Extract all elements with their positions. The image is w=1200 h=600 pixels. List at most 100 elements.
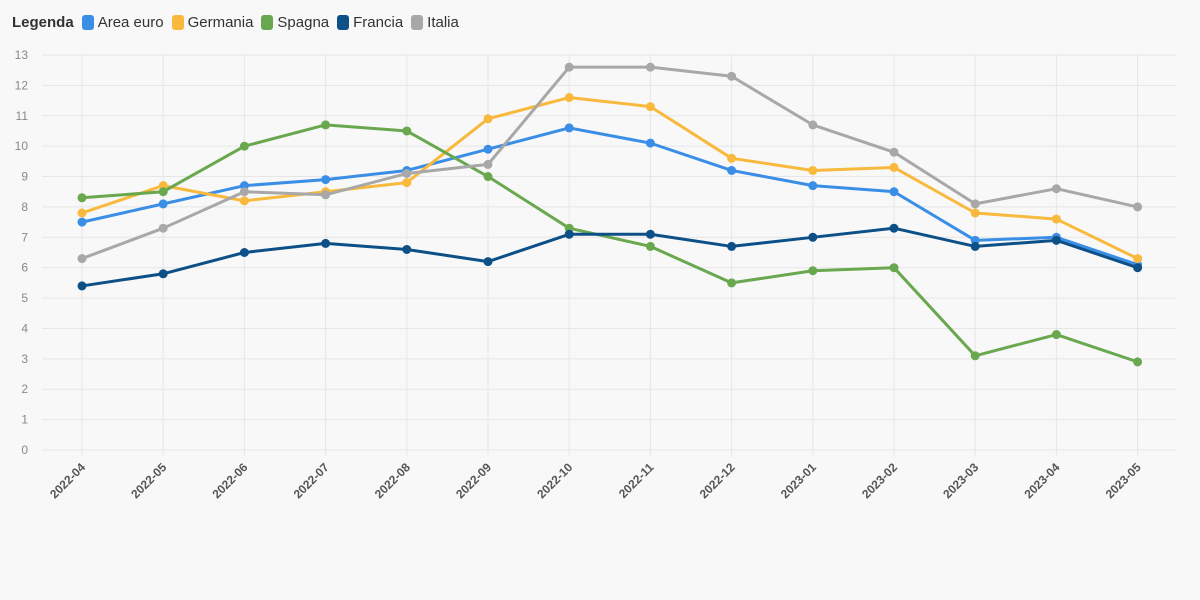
x-tick-label: 2023-05 — [1103, 460, 1144, 501]
data-point[interactable] — [402, 244, 412, 254]
data-point[interactable] — [239, 187, 249, 197]
legend-item[interactable]: Area euro — [81, 13, 164, 31]
data-point[interactable] — [158, 187, 168, 197]
data-point[interactable] — [239, 196, 249, 206]
data-point[interactable] — [402, 126, 412, 136]
x-axis: 2022-04 2022-05 2022-06 2022-07 2022-08 2022-… — [47, 460, 1144, 501]
data-point[interactable] — [483, 159, 493, 169]
data-point[interactable] — [727, 71, 737, 81]
data-point[interactable] — [77, 217, 87, 227]
data-point[interactable] — [808, 120, 818, 130]
data-point[interactable] — [239, 141, 249, 151]
data-point[interactable] — [402, 178, 412, 188]
data-point[interactable] — [808, 232, 818, 242]
data-point[interactable] — [77, 281, 87, 291]
data-point[interactable] — [77, 193, 87, 203]
data-point[interactable] — [645, 229, 655, 239]
data-point[interactable] — [808, 181, 818, 191]
y-tick-label: 3 — [21, 352, 28, 366]
series-line — [80, 123, 1140, 364]
data-point[interactable] — [727, 241, 737, 251]
data-point[interactable] — [564, 229, 574, 239]
data-point[interactable] — [970, 351, 980, 361]
series-line — [80, 96, 1140, 261]
data-point[interactable] — [889, 147, 899, 157]
data-point[interactable] — [158, 269, 168, 279]
series-line — [80, 126, 1140, 267]
y-tick-label: 0 — [21, 443, 28, 457]
data-point[interactable] — [1133, 254, 1143, 264]
legend-items: Area euro Germania Spagna Francia Italia — [81, 13, 467, 31]
data-point[interactable] — [77, 254, 87, 264]
x-tick-label: 2022-06 — [209, 460, 250, 501]
data-point[interactable] — [970, 208, 980, 218]
x-tick-label: 2023-01 — [778, 460, 819, 501]
data-point[interactable] — [1051, 330, 1061, 340]
y-tick-label: 13 — [15, 48, 29, 62]
legend-title: Legenda — [12, 13, 74, 31]
legend-swatch — [81, 14, 94, 30]
series-spagna — [77, 120, 1143, 367]
x-tick-label: 2022-11 — [616, 460, 657, 501]
series-francia — [77, 223, 1143, 291]
data-point[interactable] — [889, 263, 899, 273]
series-italia — [77, 62, 1143, 264]
data-point[interactable] — [321, 238, 331, 248]
y-tick-label: 7 — [21, 230, 28, 244]
data-point[interactable] — [727, 153, 737, 163]
legend-swatch — [171, 14, 184, 30]
data-point[interactable] — [808, 266, 818, 276]
data-point[interactable] — [889, 162, 899, 172]
data-point[interactable] — [483, 114, 493, 124]
data-point[interactable] — [321, 175, 331, 185]
data-point[interactable] — [645, 62, 655, 72]
x-tick-label: 2022-04 — [47, 460, 88, 501]
data-point[interactable] — [1133, 202, 1143, 212]
data-point[interactable] — [889, 187, 899, 197]
data-point[interactable] — [808, 165, 818, 175]
legend-item[interactable]: Germania — [171, 13, 254, 31]
data-point[interactable] — [77, 208, 87, 218]
y-tick-label: 10 — [15, 139, 29, 153]
legend-label: Area euro — [97, 13, 164, 31]
y-tick-label: 9 — [21, 170, 28, 184]
data-point[interactable] — [1133, 263, 1143, 273]
legend-label: Germania — [187, 13, 254, 31]
x-tick-label: 2022-05 — [128, 460, 169, 501]
legend-item[interactable]: Francia — [337, 14, 403, 31]
data-point[interactable] — [1051, 235, 1061, 245]
series-layer — [77, 62, 1143, 367]
data-point[interactable] — [483, 172, 493, 182]
data-point[interactable] — [564, 123, 574, 133]
data-point[interactable] — [564, 93, 574, 103]
data-point[interactable] — [158, 223, 168, 233]
y-tick-label: 6 — [21, 261, 28, 275]
data-point[interactable] — [321, 190, 331, 200]
data-point[interactable] — [645, 241, 655, 251]
data-point[interactable] — [970, 241, 980, 251]
data-point[interactable] — [645, 102, 655, 112]
y-tick-label: 4 — [21, 321, 28, 335]
legend-item[interactable]: Spagna — [261, 14, 329, 31]
data-point[interactable] — [402, 169, 412, 178]
data-point[interactable] — [645, 138, 655, 148]
data-point[interactable] — [321, 120, 331, 130]
data-point[interactable] — [483, 257, 493, 267]
data-point[interactable] — [1051, 184, 1061, 194]
legend-label: Italia — [427, 13, 459, 31]
data-point[interactable] — [1051, 214, 1061, 224]
data-point[interactable] — [239, 248, 249, 257]
data-point[interactable] — [158, 199, 168, 209]
legend-label: Francia — [353, 13, 404, 31]
data-point[interactable] — [970, 199, 980, 209]
x-tick-label: 2022-07 — [291, 460, 332, 501]
data-point[interactable] — [483, 144, 493, 154]
data-point[interactable] — [1133, 357, 1143, 367]
data-point[interactable] — [727, 165, 737, 175]
x-tick-label: 2023-03 — [940, 460, 981, 501]
data-point[interactable] — [727, 278, 737, 288]
data-point[interactable] — [564, 62, 574, 72]
data-point[interactable] — [889, 223, 899, 233]
legend-item[interactable]: Italia — [411, 14, 459, 31]
